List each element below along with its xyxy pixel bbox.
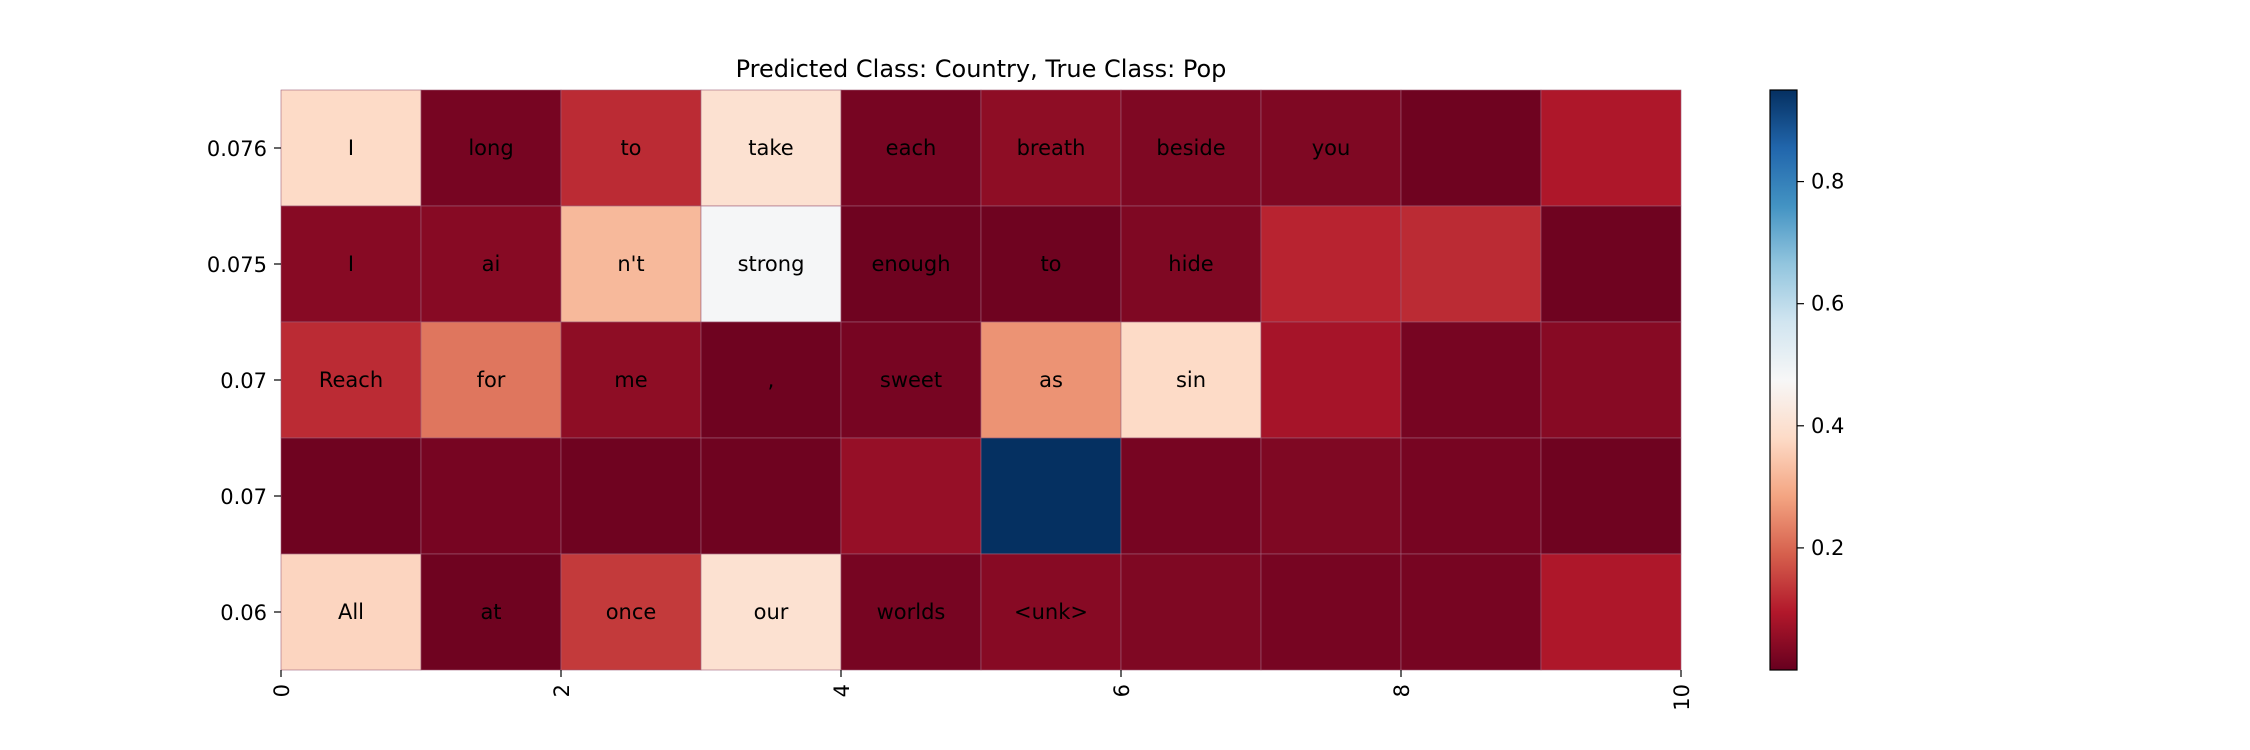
heatmap-cell bbox=[1260, 205, 1402, 323]
heatmap-cell bbox=[1400, 89, 1542, 207]
heatmap-cell bbox=[1260, 89, 1402, 207]
heatmap-cell bbox=[560, 553, 702, 671]
colorbar-gradient bbox=[1769, 89, 1798, 671]
heatmap-cell bbox=[1400, 553, 1542, 671]
heatmap-cell bbox=[980, 205, 1122, 323]
heatmap-cell bbox=[840, 437, 982, 555]
heatmap-cell bbox=[1120, 205, 1262, 323]
colorbar: 0.2 0.4 0.6 0.8 bbox=[1769, 89, 1844, 671]
heatmap-cell bbox=[1260, 437, 1402, 555]
colorbar-tick-label: 0.4 bbox=[1811, 414, 1844, 438]
token-label: to bbox=[620, 136, 641, 160]
token-label: at bbox=[480, 600, 501, 624]
token-label: enough bbox=[871, 252, 950, 276]
token-label: All bbox=[338, 600, 364, 624]
token-label: for bbox=[477, 368, 506, 392]
y-tick-label: 0.07 bbox=[220, 485, 267, 509]
heatmap-cell bbox=[420, 437, 562, 555]
heatmap-cell bbox=[1540, 553, 1682, 671]
heatmap-cell bbox=[1120, 321, 1262, 439]
token-label: you bbox=[1312, 136, 1351, 160]
token-label: Reach bbox=[319, 368, 383, 392]
heatmap-cell bbox=[560, 205, 702, 323]
colorbar-tick-label: 0.2 bbox=[1811, 536, 1844, 560]
x-tick-label: 4 bbox=[830, 684, 854, 697]
heatmap-cell bbox=[1120, 437, 1262, 555]
heatmap-cell bbox=[560, 437, 702, 555]
x-tick-label: 8 bbox=[1390, 684, 1414, 697]
heatmap-cell bbox=[1540, 89, 1682, 207]
heatmap-cell bbox=[420, 553, 562, 671]
heatmap-cell bbox=[1540, 321, 1682, 439]
token-label: worlds bbox=[877, 600, 946, 624]
heatmap-cell bbox=[700, 205, 842, 323]
heatmap-cell bbox=[420, 89, 562, 207]
x-tick-label: 6 bbox=[1110, 684, 1134, 697]
heatmap-cell bbox=[1400, 205, 1542, 323]
token-label: I bbox=[348, 136, 354, 160]
heatmap-cell bbox=[280, 437, 422, 555]
colorbar-tick-label: 0.8 bbox=[1811, 170, 1844, 194]
heatmap-cell bbox=[1120, 89, 1262, 207]
token-label: me bbox=[614, 368, 647, 392]
token-label: breath bbox=[1017, 136, 1086, 160]
heatmap-cell bbox=[840, 553, 982, 671]
token-label: sin bbox=[1176, 368, 1206, 392]
y-axis: 0.076 0.075 0.07 0.07 0.06 bbox=[207, 137, 281, 625]
token-label: , bbox=[768, 368, 775, 392]
heatmap-cell bbox=[1540, 437, 1682, 555]
token-label: each bbox=[886, 136, 937, 160]
token-label: to bbox=[1040, 252, 1061, 276]
heatmap-cell bbox=[980, 89, 1122, 207]
y-tick-label: 0.076 bbox=[207, 137, 267, 161]
heatmap-cell bbox=[280, 321, 422, 439]
y-tick-label: 0.07 bbox=[220, 369, 267, 393]
heatmap-cell bbox=[1400, 321, 1542, 439]
x-axis: 0 2 4 6 8 10 bbox=[270, 670, 1694, 711]
heatmap-cell bbox=[560, 89, 702, 207]
token-label: take bbox=[748, 136, 793, 160]
heatmap-cell bbox=[980, 437, 1122, 555]
heatmap-cell bbox=[840, 205, 982, 323]
heatmap-cell bbox=[840, 321, 982, 439]
heatmap-cell bbox=[980, 553, 1122, 671]
x-tick-label: 10 bbox=[1670, 684, 1694, 711]
token-label: once bbox=[606, 600, 657, 624]
heatmap-cell bbox=[420, 321, 562, 439]
token-label: beside bbox=[1156, 136, 1225, 160]
heatmap-cell bbox=[1400, 437, 1542, 555]
heatmap-cell bbox=[980, 321, 1122, 439]
heatmap-cell bbox=[840, 89, 982, 207]
token-label: ai bbox=[482, 252, 501, 276]
colorbar-tick-label: 0.6 bbox=[1811, 292, 1844, 316]
heatmap-cell bbox=[280, 553, 422, 671]
y-tick-label: 0.06 bbox=[220, 601, 267, 625]
heatmap-cells bbox=[280, 89, 1682, 671]
heatmap-cell bbox=[1260, 553, 1402, 671]
x-tick-label: 0 bbox=[270, 684, 294, 697]
heatmap-cell bbox=[700, 437, 842, 555]
x-tick-label: 2 bbox=[550, 684, 574, 697]
heatmap-cell bbox=[700, 89, 842, 207]
chart-title: Predicted Class: Country, True Class: Po… bbox=[736, 55, 1227, 83]
token-label: <unk> bbox=[1014, 600, 1088, 624]
token-label: as bbox=[1039, 368, 1063, 392]
token-label: hide bbox=[1168, 252, 1213, 276]
heatmap-cell bbox=[1120, 553, 1262, 671]
token-label: our bbox=[754, 600, 789, 624]
token-label: I bbox=[348, 252, 354, 276]
token-label: long bbox=[468, 136, 513, 160]
heatmap-cell bbox=[700, 553, 842, 671]
token-label: sweet bbox=[880, 368, 942, 392]
y-tick-label: 0.075 bbox=[207, 253, 267, 277]
heatmap-cell bbox=[280, 89, 422, 207]
heatmap-cell bbox=[420, 205, 562, 323]
token-label: strong bbox=[738, 252, 805, 276]
token-label: n't bbox=[617, 252, 644, 276]
heatmap-cell bbox=[1260, 321, 1402, 439]
heatmap-cell bbox=[560, 321, 702, 439]
heatmap-cell bbox=[1540, 205, 1682, 323]
